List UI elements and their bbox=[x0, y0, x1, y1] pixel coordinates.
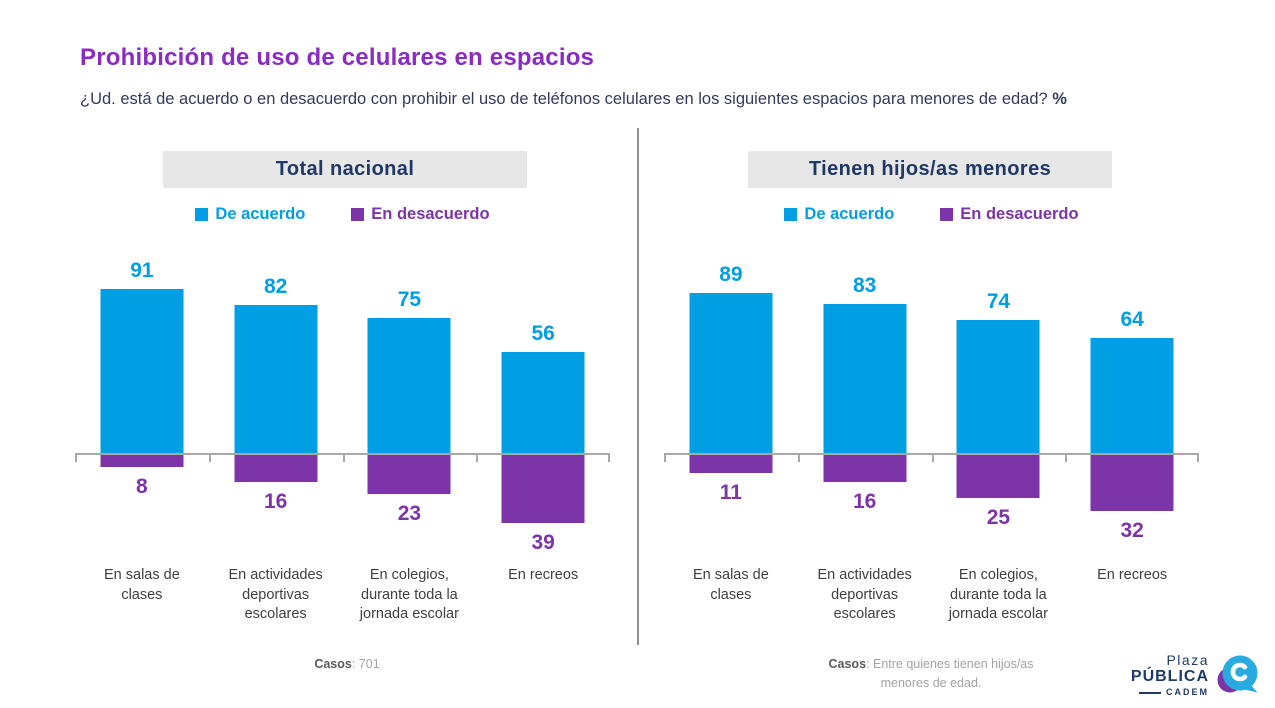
axis-tick bbox=[797, 453, 800, 462]
value-label-en-desacuerdo: 16 bbox=[263, 489, 288, 513]
caption-casos-hijos: Casos: Entre quienes tienen hijos/as men… bbox=[806, 655, 1056, 694]
category-label: En actividades deportivas escolares bbox=[228, 567, 323, 623]
value-label-de-acuerdo: 64 bbox=[1120, 307, 1144, 331]
survey-question-percent: % bbox=[1052, 90, 1067, 108]
bar-en-desacuerdo bbox=[100, 453, 184, 468]
disagree-swatch-icon bbox=[351, 208, 365, 221]
value-label-en-desacuerdo: 11 bbox=[719, 480, 742, 504]
legend-item-en-desacuerdo: En desacuerdo bbox=[351, 205, 490, 224]
axis-tick bbox=[608, 453, 610, 462]
panel-header-total-nacional: Total nacional bbox=[163, 151, 527, 188]
bar-en-desacuerdo bbox=[234, 453, 318, 482]
value-label-en-desacuerdo: 25 bbox=[986, 506, 1011, 529]
bar-group: 89 11 bbox=[664, 250, 798, 560]
caption-casos-total: Casos: 701 bbox=[222, 655, 472, 674]
bar-group: 75 23 bbox=[343, 250, 477, 560]
value-label-en-desacuerdo: 39 bbox=[531, 531, 555, 555]
axis-tick bbox=[476, 453, 479, 462]
bar-de-acuerdo bbox=[100, 289, 184, 453]
bar-en-desacuerdo bbox=[956, 453, 1040, 498]
axis-tick bbox=[1197, 453, 1199, 462]
chart-total-nacional: 91 8 82 16 75 23 56 39 bbox=[75, 250, 610, 560]
logo-cadem-row: CADEM bbox=[1131, 688, 1209, 697]
category-labels-tienen-hijos: En salas de clases En actividades deporti… bbox=[664, 566, 1199, 625]
axis-tick bbox=[1065, 453, 1068, 462]
axis-tick bbox=[208, 453, 211, 462]
caption-value: : 701 bbox=[351, 657, 380, 671]
value-label-de-acuerdo: 75 bbox=[397, 288, 422, 311]
category-label: En recreos bbox=[508, 567, 579, 583]
bar-en-desacuerdo bbox=[367, 453, 451, 495]
bar-group: 74 25 bbox=[932, 250, 1066, 560]
panel-divider bbox=[637, 128, 639, 645]
legend-label-en-desacuerdo: En desacuerdo bbox=[371, 205, 490, 223]
disagree-swatch-icon bbox=[940, 208, 954, 221]
legend-label-de-acuerdo: De acuerdo bbox=[804, 205, 895, 223]
bar-en-desacuerdo bbox=[501, 453, 585, 524]
value-label-en-desacuerdo: 16 bbox=[852, 489, 877, 513]
bar-de-acuerdo bbox=[823, 303, 907, 453]
value-label-de-acuerdo: 82 bbox=[263, 275, 288, 299]
survey-question-text: ¿Ud. está de acuerdo o en desacuerdo con… bbox=[80, 90, 1053, 108]
bar-group: 83 16 bbox=[798, 250, 932, 560]
value-label-de-acuerdo: 89 bbox=[719, 262, 743, 286]
chart-tienen-hijos: 89 11 83 16 74 25 64 32 bbox=[664, 250, 1199, 560]
logo-cadem: CADEM bbox=[1166, 687, 1209, 697]
bar-de-acuerdo bbox=[956, 319, 1040, 453]
bar-group: 91 8 bbox=[75, 250, 209, 560]
agree-swatch-icon bbox=[195, 208, 209, 221]
plaza-publica-cadem-logo: Plaza PÚBLICA CADEM bbox=[1131, 652, 1261, 698]
page-title: Prohibición de uso de celulares en espac… bbox=[80, 44, 595, 71]
bar-de-acuerdo bbox=[234, 305, 318, 453]
bar-de-acuerdo bbox=[689, 292, 773, 453]
axis-tick bbox=[75, 453, 77, 462]
value-label-en-desacuerdo: 23 bbox=[397, 502, 422, 526]
bar-en-desacuerdo bbox=[1090, 453, 1174, 511]
caption-value: : Entre quienes tienen hijos/as menores … bbox=[866, 657, 1034, 691]
bar-en-desacuerdo bbox=[823, 453, 907, 482]
caption-label: Casos bbox=[828, 657, 867, 671]
legend-item-de-acuerdo: De acuerdo bbox=[784, 205, 894, 224]
axis-tick bbox=[931, 453, 934, 462]
value-label-de-acuerdo: 91 bbox=[130, 259, 154, 283]
legend-tienen-hijos: De acuerdo En desacuerdo bbox=[664, 205, 1199, 224]
survey-question: ¿Ud. está de acuerdo o en desacuerdo con… bbox=[80, 88, 1090, 111]
category-label: En salas de clases bbox=[692, 567, 769, 603]
bar-group: 56 39 bbox=[476, 250, 610, 560]
bar-group: 82 16 bbox=[209, 250, 343, 560]
axis-tick bbox=[664, 453, 666, 462]
category-label: En actividades deportivas escolares bbox=[817, 567, 912, 623]
legend-label-en-desacuerdo: En desacuerdo bbox=[960, 205, 1079, 223]
category-label: En colegios, durante toda la jornada esc… bbox=[359, 567, 459, 623]
value-label-en-desacuerdo: 32 bbox=[1120, 518, 1144, 542]
category-label: En colegios, durante toda la jornada esc… bbox=[948, 567, 1048, 623]
category-label: En recreos bbox=[1097, 567, 1168, 583]
speech-bubble-icon bbox=[1217, 655, 1258, 693]
bar-de-acuerdo bbox=[1090, 337, 1174, 453]
value-label-de-acuerdo: 74 bbox=[986, 289, 1011, 313]
legend-item-de-acuerdo: De acuerdo bbox=[195, 205, 305, 224]
bar-en-desacuerdo bbox=[689, 453, 773, 473]
agree-swatch-icon bbox=[784, 208, 798, 221]
panel-header-tienen-hijos: Tienen hijos/as menores bbox=[748, 151, 1112, 188]
caption-label: Casos bbox=[314, 657, 352, 671]
logo-plaza: Plaza bbox=[1166, 652, 1209, 668]
bar-de-acuerdo bbox=[367, 318, 451, 453]
legend-label-de-acuerdo: De acuerdo bbox=[215, 205, 306, 223]
value-label-de-acuerdo: 56 bbox=[531, 322, 555, 346]
category-labels-total-nacional: En salas de clases En actividades deporti… bbox=[75, 566, 610, 625]
axis-tick bbox=[342, 453, 345, 462]
legend-total-nacional: De acuerdo En desacuerdo bbox=[75, 205, 610, 224]
logo-rule bbox=[1139, 691, 1161, 694]
value-label-de-acuerdo: 83 bbox=[852, 273, 877, 297]
logo-publica: PÚBLICA bbox=[1130, 668, 1209, 685]
category-label: En salas de clases bbox=[103, 567, 180, 603]
logo-text: Plaza PÚBLICA CADEM bbox=[1131, 653, 1209, 697]
legend-item-en-desacuerdo: En desacuerdo bbox=[940, 205, 1079, 224]
value-label-en-desacuerdo: 8 bbox=[136, 475, 148, 499]
bar-group: 64 32 bbox=[1065, 250, 1199, 560]
bar-de-acuerdo bbox=[501, 352, 585, 453]
